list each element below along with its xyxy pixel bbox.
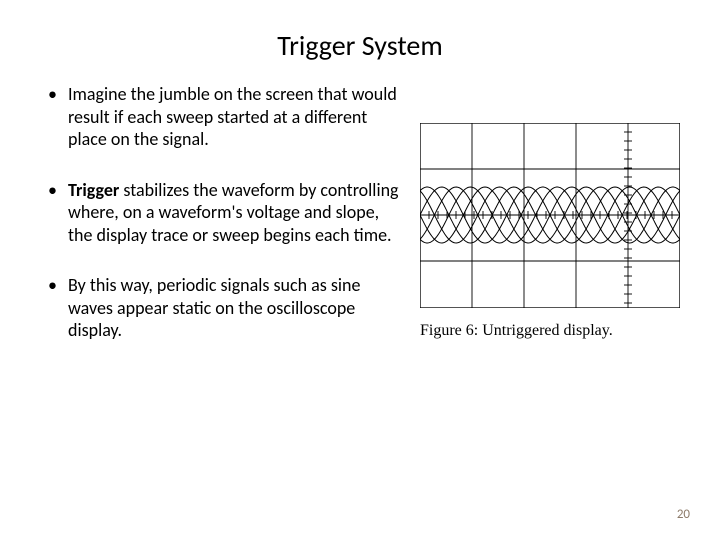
bullet-list: Imagine the jumble on the screen that wo… [40,83,410,370]
content-row: Imagine the jumble on the screen that wo… [0,83,720,370]
page-number: 20 [677,507,690,522]
bullet-item: By this way, periodic signals such as si… [40,274,400,342]
figure-caption: Figure 6: Untriggered display. [420,322,680,340]
untriggered-display-figure [420,123,680,308]
bullet-item: Imagine the jumble on the screen that wo… [40,83,400,151]
figure-area: Figure 6: Untriggered display. [410,83,680,370]
bullet-item: Trigger stabilizes the waveform by contr… [40,179,400,247]
slide-title: Trigger System [0,0,720,83]
